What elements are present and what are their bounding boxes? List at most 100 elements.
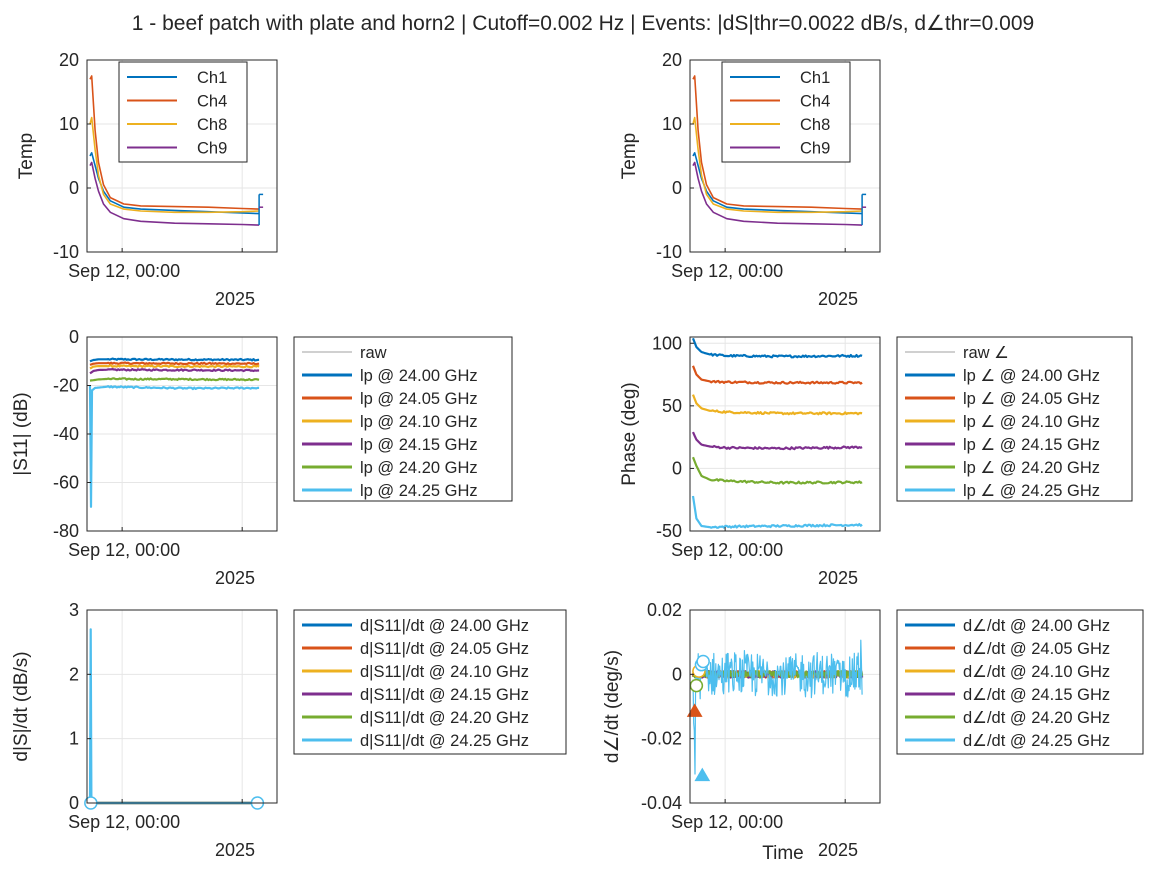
ytick-label: 20 xyxy=(662,50,682,70)
legend-entry: d|S11|/dt @ 24.15 GHz xyxy=(360,686,529,704)
legend-entry: Ch8 xyxy=(197,116,227,134)
legend-entry: lp @ 24.20 GHz xyxy=(360,459,478,477)
legend-entry: raw ∠ xyxy=(963,344,1009,362)
legend-entry: d|S11|/dt @ 24.20 GHz xyxy=(360,709,529,727)
legend-entry: d|S11|/dt @ 24.05 GHz xyxy=(360,640,529,658)
ytick-label: 50 xyxy=(662,396,682,416)
series-line-2 xyxy=(89,75,260,210)
legend-dphase: d∠/dt @ 24.00 GHz d∠/dt @ 24.05 GHz d∠/dt … xyxy=(896,609,1144,755)
series-line-6 xyxy=(691,495,863,529)
ytick-label: -0.02 xyxy=(641,729,682,749)
legend-dmag: d|S11|/dt @ 24.00 GHz d|S11|/dt @ 24.05 G… xyxy=(293,609,567,755)
ytick-label: 10 xyxy=(59,114,79,134)
xtick-label: Sep 12, 00:00 xyxy=(671,540,783,560)
legend-entry: Ch1 xyxy=(800,69,830,87)
legend-entry: lp @ 24.25 GHz xyxy=(360,482,478,500)
legend-entry: lp ∠ @ 24.00 GHz xyxy=(963,367,1100,385)
date-label: 2025 xyxy=(818,568,858,588)
ytick-label: 0 xyxy=(672,458,682,478)
legend-entry: d∠/dt @ 24.10 GHz xyxy=(963,663,1110,681)
ytick-label: 100 xyxy=(652,333,682,353)
plot-area xyxy=(87,610,277,803)
y-axis-label: Phase (deg) xyxy=(619,382,640,486)
series-line-5 xyxy=(89,377,260,382)
legend-entry: d|S11|/dt @ 24.25 GHz xyxy=(360,732,529,750)
legend-entry: lp @ 24.10 GHz xyxy=(360,413,478,431)
legend-box xyxy=(896,336,1133,502)
series-line-4 xyxy=(89,161,260,226)
ytick-label: -80 xyxy=(53,521,79,541)
legend-entry: lp @ 24.05 GHz xyxy=(360,390,478,408)
axes-box xyxy=(86,609,278,804)
ytick-label: 2 xyxy=(69,664,79,684)
date-label: 2025 xyxy=(215,289,255,309)
legend-entry: lp ∠ @ 24.25 GHz xyxy=(963,482,1100,500)
legend-entry: d∠/dt @ 24.20 GHz xyxy=(963,709,1110,727)
legend-entry: d∠/dt @ 24.15 GHz xyxy=(963,686,1110,704)
event-marker-triangle xyxy=(686,703,703,717)
legend-entry: d|S11|/dt @ 24.10 GHz xyxy=(360,663,529,681)
ytick-label: 10 xyxy=(662,114,682,134)
date-label: 2025 xyxy=(215,840,255,860)
date-label: 2025 xyxy=(818,840,858,860)
legend-entry: d∠/dt @ 24.00 GHz xyxy=(963,617,1110,635)
xtick-label: Sep 12, 00:00 xyxy=(68,812,180,832)
series-line-4 xyxy=(692,161,863,226)
ytick-label: -10 xyxy=(53,242,79,262)
y-axis-label: Temp xyxy=(619,133,640,179)
series-line-2 xyxy=(692,75,863,210)
date-label: 2025 xyxy=(818,289,858,309)
xtick-label: Sep 12, 00:00 xyxy=(671,261,783,281)
legend-phase: raw ∠ lp ∠ @ 24.00 GHz lp ∠ @ 24.05 GHz lp … xyxy=(896,336,1133,502)
legend-entry: d∠/dt @ 24.05 GHz xyxy=(963,640,1110,658)
ytick-label: -0.04 xyxy=(641,793,682,813)
ytick-label: 0 xyxy=(69,178,79,198)
y-axis-label: Temp xyxy=(16,133,37,179)
ytick-label: -40 xyxy=(53,424,79,444)
plot-area xyxy=(690,337,880,531)
x-axis-label: Time xyxy=(762,843,804,864)
legend-entry: raw xyxy=(360,344,387,362)
legend-entry: d∠/dt @ 24.25 GHz xyxy=(963,732,1110,750)
legend-entry: Ch4 xyxy=(800,93,830,111)
figure-title: 1 - beef patch with plate and horn2 | Cu… xyxy=(132,12,1034,35)
legend-entry: lp ∠ @ 24.20 GHz xyxy=(963,459,1100,477)
legend-mag: raw lp @ 24.00 GHz lp @ 24.05 GHz lp @ 24.1… xyxy=(293,336,513,502)
ytick-label: -60 xyxy=(53,473,79,493)
y-axis-label: d|S|/dt (dB/s) xyxy=(11,651,32,761)
series-line-3 xyxy=(89,364,260,370)
ytick-label: 0 xyxy=(69,793,79,813)
legend-entry: d|S11|/dt @ 24.00 GHz xyxy=(360,617,529,635)
legend-box xyxy=(721,61,851,163)
legend-entry: Ch9 xyxy=(197,140,227,158)
ytick-label: 1 xyxy=(69,729,79,749)
ytick-label: -20 xyxy=(53,376,79,396)
xtick-label: Sep 12, 00:00 xyxy=(68,540,180,560)
axes-box xyxy=(689,59,881,253)
legend-entry: Ch1 xyxy=(197,69,227,87)
series-line-4 xyxy=(89,368,260,375)
legend-entry: lp ∠ @ 24.15 GHz xyxy=(963,436,1100,454)
legend-entry: lp ∠ @ 24.10 GHz xyxy=(963,413,1100,431)
legend-temp-left: Ch1 Ch4 Ch8 Ch9 xyxy=(118,61,248,163)
ytick-label: 20 xyxy=(59,50,79,70)
ytick-label: 3 xyxy=(69,600,79,620)
legend-entry: Ch9 xyxy=(800,140,830,158)
series-line-4 xyxy=(691,431,863,451)
ytick-label: 0 xyxy=(672,664,682,684)
plot-area xyxy=(690,610,880,803)
series-line-3 xyxy=(89,116,260,214)
y-axis-label: d∠/dt (deg/s) xyxy=(602,650,623,763)
ytick-label: -50 xyxy=(656,521,682,541)
series-line-2 xyxy=(89,361,260,366)
ytick-label: 0.02 xyxy=(647,600,682,620)
series-line-3 xyxy=(692,116,863,214)
event-marker-circle xyxy=(689,678,704,693)
series-line-1 xyxy=(691,337,863,359)
legend-entry: lp @ 24.00 GHz xyxy=(360,367,478,385)
date-label: 2025 xyxy=(215,568,255,588)
legend-entry: Ch8 xyxy=(800,116,830,134)
